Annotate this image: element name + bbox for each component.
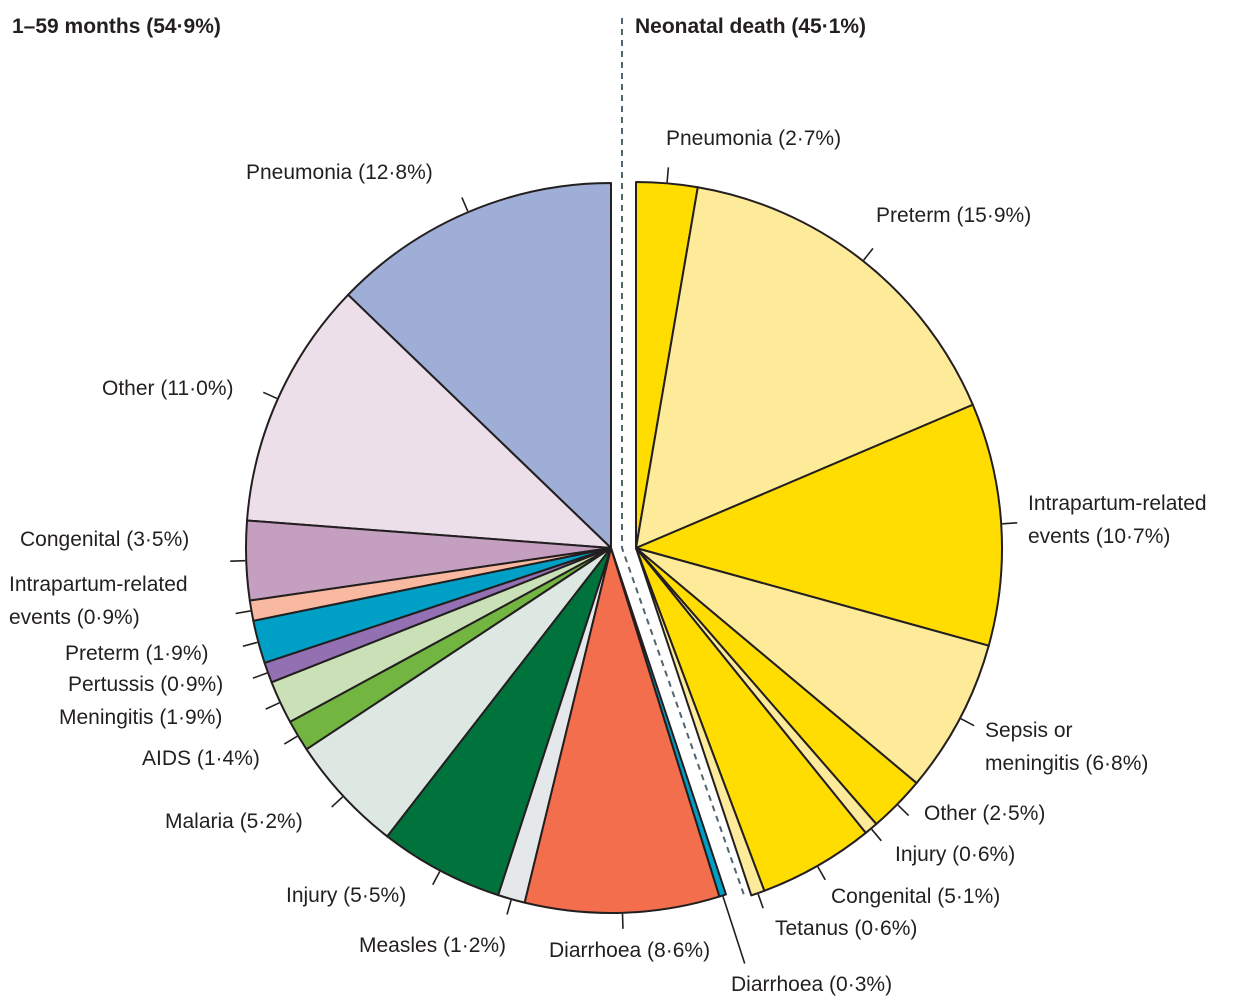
leader-1-59-pertussis-0-9 bbox=[252, 672, 268, 679]
leader-1-59-other-11-0 bbox=[262, 391, 278, 400]
label-1-59-congenital-3-5: Congenital (3·5%) bbox=[20, 528, 190, 551]
leader-neonatal-tetanus-0-6 bbox=[757, 893, 764, 909]
label-1-59-injury-5-5: Injury (5·5%) bbox=[286, 884, 407, 907]
leader-1-59-meningitis-1-9 bbox=[265, 702, 280, 710]
slice-1-59-diarrhoea-8-6 bbox=[523, 547, 721, 914]
label-1-59-intrapartum-related-events-0-9: Intrapartum-related events (0·9%) bbox=[9, 573, 188, 629]
leader-1-59-congenital-3-5 bbox=[230, 559, 246, 562]
label-neonatal-diarrhoea-0-3: Diarrhoea (0·3%) bbox=[731, 973, 893, 996]
leader-1-59-injury-5-5 bbox=[432, 871, 441, 886]
leader-1-59-preterm-1-9 bbox=[242, 641, 258, 647]
leader-1-59-intrapartum-related-events-0-9 bbox=[235, 610, 251, 615]
label-neonatal-preterm-15-9: Preterm (15·9%) bbox=[876, 204, 1032, 227]
label-neonatal-other-2-5: Other (2·5%) bbox=[924, 802, 1046, 825]
label-neonatal-sepsis-or-meningitis-6-8: Sepsis or meningitis (6·8%) bbox=[985, 719, 1149, 775]
leader-neonatal-other-2-5 bbox=[897, 804, 910, 817]
leader-neonatal-diarrhoea-0-3 bbox=[721, 895, 746, 964]
label-1-59-preterm-1-9: Preterm (1·9%) bbox=[65, 642, 209, 665]
leader-1-59-malaria-5-2 bbox=[331, 796, 344, 808]
slice-1-59-other-11-0 bbox=[246, 293, 612, 549]
leader-neonatal-pneumonia-2-7 bbox=[666, 167, 670, 183]
leader-1-59-pneumonia-12-8 bbox=[461, 197, 469, 212]
label-neonatal-congenital-5-1: Congenital (5·1%) bbox=[831, 885, 1001, 908]
label-neonatal-injury-0-6: Injury (0·6%) bbox=[895, 843, 1016, 866]
label-1-59-pneumonia-12-8: Pneumonia (12·8%) bbox=[246, 161, 433, 184]
leader-neonatal-sepsis-or-meningitis-6-8 bbox=[960, 718, 975, 727]
leader-1-59-measles-1-2 bbox=[506, 899, 512, 915]
leader-neonatal-congenital-5-1 bbox=[817, 866, 826, 881]
label-neonatal-pneumonia-2-7: Pneumonia (2·7%) bbox=[666, 127, 842, 150]
slice-neonatal-sepsis-or-meningitis-6-8 bbox=[635, 547, 990, 785]
label-neonatal-tetanus-0-6: Tetanus (0·6%) bbox=[775, 917, 918, 940]
label-1-59-pertussis-0-9: Pertussis (0·9%) bbox=[68, 673, 224, 696]
label-1-59-meningitis-1-9: Meningitis (1·9%) bbox=[59, 706, 223, 729]
label-1-59-aids-1-4: AIDS (1·4%) bbox=[142, 747, 260, 770]
label-1-59-measles-1-2: Measles (1·2%) bbox=[359, 934, 507, 957]
leader-neonatal-injury-0-6 bbox=[871, 828, 882, 842]
leader-neonatal-intrapartum-related-events-10-7 bbox=[1002, 522, 1018, 525]
leader-neonatal-preterm-15-9 bbox=[863, 247, 874, 261]
group-title-neonatal: Neonatal death (45·1%) bbox=[635, 15, 867, 38]
slice-neonatal-tetanus-0-6 bbox=[635, 547, 766, 897]
label-neonatal-intrapartum-related-events-10-7: Intrapartum-related events (10·7%) bbox=[1028, 492, 1207, 548]
slice-neonatal-preterm-15-9 bbox=[635, 186, 974, 549]
label-1-59-other-11-0: Other (11·0%) bbox=[102, 377, 234, 400]
slice-1-59-pneumonia-12-8 bbox=[347, 182, 612, 549]
group-title-1-59-months: 1–59 months (54·9%) bbox=[12, 15, 221, 38]
label-1-59-diarrhoea-8-6: Diarrhoea (8·6%) bbox=[549, 939, 711, 962]
slice-neonatal-intrapartum-related-events-10-7 bbox=[635, 403, 1003, 647]
leader-1-59-aids-1-4 bbox=[283, 735, 298, 745]
label-1-59-malaria-5-2: Malaria (5·2%) bbox=[165, 810, 303, 833]
group-divider-dashed-line bbox=[621, 18, 745, 896]
